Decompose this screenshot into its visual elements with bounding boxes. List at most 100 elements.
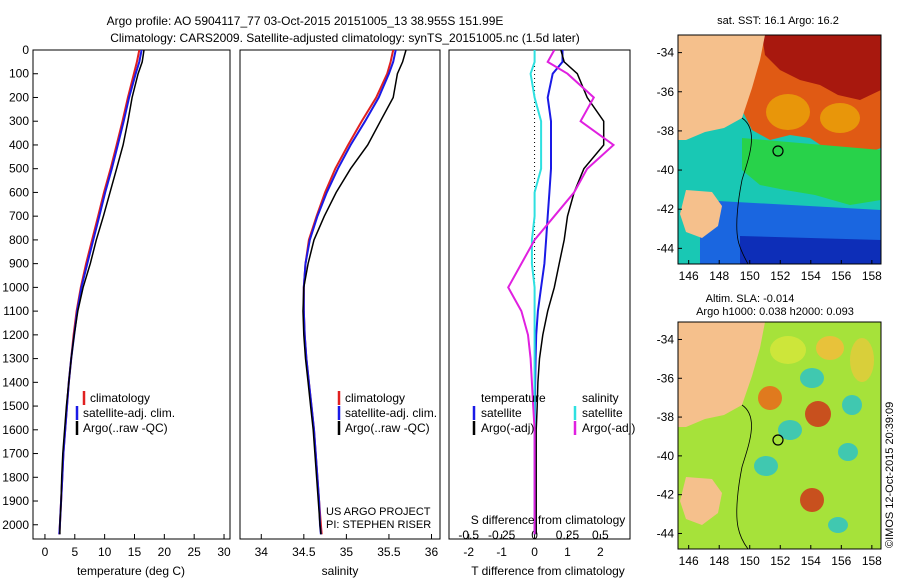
series-temperature-argo-adj-	[535, 50, 605, 535]
depth-tick-label: 600	[9, 185, 29, 199]
depth-tick-label: 300	[9, 114, 29, 128]
depth-tick-label: 1300	[2, 352, 29, 366]
difference-series-lines	[507, 50, 616, 539]
depth-tick-label: 0	[22, 43, 29, 57]
depth-tick-label: 100	[9, 67, 29, 81]
salinity-profile-panel: 34 34.5 35 35.5 36 salinity climatology sate…	[239, 49, 441, 578]
map-lat-tick-label: -34	[657, 46, 675, 60]
depth-tick-label: 900	[9, 257, 29, 271]
depth-tick-label: 400	[9, 138, 29, 152]
map-lon-tick-label: 152	[770, 554, 790, 568]
sst-map-title: sat. SST: 16.1 Argo: 16.2	[717, 15, 839, 27]
salinity-tick-label: 34	[255, 545, 269, 559]
map-lon-tick-label: 156	[831, 269, 851, 283]
sst-map-image	[678, 35, 881, 264]
sst-land-mainland	[678, 35, 765, 140]
sst-cold-band	[740, 236, 881, 264]
legend-label-argo: Argo(..raw -QC)	[83, 421, 168, 435]
s-difference-tick-label: -0.5	[458, 528, 479, 542]
sla-anomaly-4	[800, 368, 824, 388]
temperature-x-axis: 0 5 10 15 20 25 30	[42, 534, 231, 559]
sla-anomaly-2	[816, 336, 844, 360]
sst-bathymetry-contour	[736, 117, 752, 264]
figure-title-line2: Climatology: CARS2009. Satellite-adjuste…	[110, 31, 580, 45]
temperature-legend: climatology satellite-adj. clim. Argo(..…	[75, 391, 175, 435]
temperature-profile-panel: 0100200300400500600700800900100011001200…	[2, 43, 453, 578]
sla-bathymetry-contour	[736, 404, 752, 549]
temperature-tick-label: 25	[188, 545, 202, 559]
depth-tick-label: 1500	[2, 399, 29, 413]
temperature-tick-label: 5	[71, 545, 78, 559]
depth-tick-label: 800	[9, 233, 29, 247]
salinity-tick-label: 35.5	[377, 545, 401, 559]
map-lon-tick-label: 158	[862, 554, 882, 568]
map-lat-tick-label: -42	[657, 488, 675, 502]
sla-anomaly-10	[838, 443, 858, 461]
map-lat-tick-label: -36	[657, 371, 675, 385]
sla-anomaly-8	[778, 420, 802, 440]
temperature-x-label: temperature (deg C)	[77, 564, 185, 578]
sla-anomaly-1	[770, 336, 806, 364]
project-credit-line2: PI: STEPHEN RISER	[326, 519, 431, 531]
s-difference-tick-label: 0.5	[592, 528, 609, 542]
legend-header-salinity: salinity	[582, 391, 619, 405]
depth-tick-label: 2000	[2, 518, 29, 532]
difference-tick-label: 2	[597, 545, 604, 559]
difference-tick-label: -1	[496, 545, 507, 559]
depth-tick-label: 1800	[2, 470, 29, 484]
map-lon-tick-label: 146	[679, 554, 699, 568]
map-lat-tick-label: -38	[657, 410, 675, 424]
temperature-tick-label: 0	[42, 545, 49, 559]
map-lon-tick-label: 158	[862, 269, 882, 283]
series-argo-raw-qc-	[302, 50, 407, 535]
sla-map-subtitle: Argo h1000: 0.038 h2000: 0.093	[696, 306, 854, 318]
map-lon-tick-label: 150	[740, 269, 760, 283]
sst-map-frame	[677, 34, 882, 265]
legend-label-satellite: satellite-adj. clim.	[83, 406, 175, 420]
salinity-tick-label: 36	[425, 545, 439, 559]
depth-tick-label: 1200	[2, 328, 29, 342]
depth-axis: 0 100 200 300 400 500 600 700 800 900 1000 1100 1200…	[2, 43, 453, 532]
map-lon-tick-label: 148	[709, 554, 729, 568]
depth-tick-label: 1700	[2, 447, 29, 461]
salinity-axes-frame	[239, 49, 441, 540]
depth-tick-label: 200	[9, 90, 29, 104]
map-lon-tick-label: 152	[770, 269, 790, 283]
map-lat-tick-label: -40	[657, 163, 675, 177]
legend-label-s-argo: Argo(-adj)	[582, 421, 635, 435]
temperature-tick-label: 30	[217, 545, 231, 559]
sst-map: sat. SST: 16.1 Argo: 16.2 146 148 150 152 15…	[657, 15, 883, 283]
sla-map-frame	[677, 321, 882, 550]
sla-argo-position-marker	[772, 434, 784, 446]
series-salinity-argo-adj-	[507, 50, 616, 535]
sla-anomaly-6	[805, 401, 831, 427]
depth-tick-label: 700	[9, 209, 29, 223]
depth-tick-label: 1100	[3, 304, 29, 318]
map-lon-tick-label: 150	[740, 554, 760, 568]
map-lat-tick-label: -42	[657, 202, 675, 216]
sla-map-title: Altim. SLA: -0.014	[706, 293, 795, 305]
salinity-series-lines	[302, 50, 407, 535]
s-difference-tick-label: 0.25	[556, 528, 580, 542]
salinity-legend: climatology satellite-adj. clim. Argo(..…	[337, 391, 437, 435]
depth-tick-label: 500	[9, 162, 29, 176]
map-lat-tick-label: -36	[657, 85, 675, 99]
salinity-x-axis: 34 34.5 35 35.5 36	[255, 534, 439, 559]
sla-anomaly-12	[828, 517, 848, 533]
sst-eddy-west	[766, 94, 810, 130]
sla-anomaly-9	[754, 456, 778, 476]
sst-hot-region	[762, 35, 881, 100]
legend-label-t-satellite: satellite	[481, 406, 522, 420]
sla-map: Altim. SLA: -0.014 Argo h1000: 0.038 h20…	[657, 293, 883, 568]
map-lon-tick-label: 154	[801, 554, 821, 568]
legend-label-t-argo: Argo(-adj)	[481, 421, 534, 435]
map-lat-tick-label: -38	[657, 124, 675, 138]
sla-anomaly-7	[842, 395, 862, 415]
legend-label-climatology: climatology	[345, 391, 405, 405]
sla-map-image	[678, 322, 881, 549]
sst-argo-position-marker	[772, 145, 784, 157]
temperature-tick-label: 15	[128, 545, 142, 559]
difference-tick-label: -2	[463, 545, 474, 559]
